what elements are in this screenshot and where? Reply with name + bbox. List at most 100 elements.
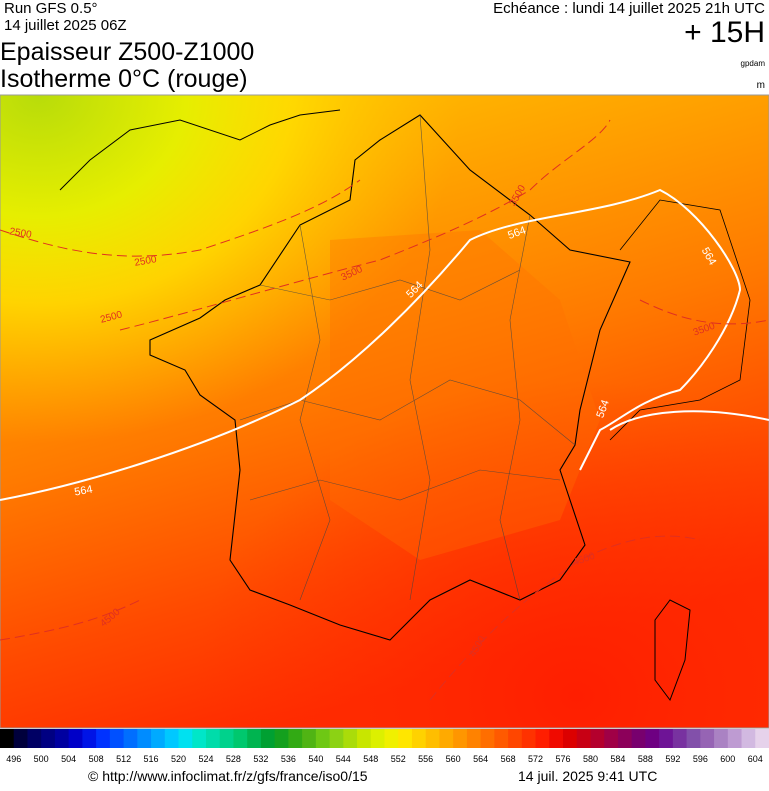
colorbar-swatch (288, 729, 303, 748)
colorbar-swatch (700, 729, 715, 748)
colorbar-swatch (357, 729, 372, 748)
colorbar-swatch (137, 729, 152, 748)
colorbar-swatch (549, 729, 564, 748)
colorbar-swatch (205, 729, 221, 748)
colorbar-swatch (494, 729, 509, 748)
colorbar-swatch (686, 729, 701, 748)
colorbar-label: 600 (720, 754, 735, 764)
colorbar-label: 524 (198, 754, 213, 764)
colorbar-swatch (590, 729, 605, 748)
colorbar-swatch (109, 729, 125, 748)
colorbar-swatch (302, 729, 317, 748)
colorbar-swatch (439, 729, 454, 748)
colorbar-label: 508 (89, 754, 104, 764)
colorbar-swatch (741, 729, 756, 748)
colorbar-swatch (178, 729, 193, 748)
colorbar-label: 512 (116, 754, 131, 764)
thickness-contour (0, 188, 742, 501)
colorbar-swatch (521, 729, 537, 748)
colorbar-label: 556 (418, 754, 433, 764)
colorbar-label: 604 (748, 754, 763, 764)
unit-iso0: m (757, 80, 765, 91)
colorbar-label: 516 (144, 754, 159, 764)
colorbar-swatch (727, 729, 743, 748)
colorbar-label: 568 (501, 754, 516, 764)
region-borders (239, 114, 576, 601)
title-line-2: Isotherme 0°C (rouge) (0, 65, 248, 93)
colorbar-swatch (563, 729, 578, 748)
colorbar-swatch (480, 729, 495, 748)
france-outline (149, 114, 631, 641)
colorbar-label: 596 (693, 754, 708, 764)
colorbar-swatch (714, 729, 729, 748)
colorbar-swatch (68, 729, 83, 748)
colorbar-label: 532 (253, 754, 268, 764)
iso0-contours (0, 119, 769, 701)
thickness-label: 564 (73, 484, 93, 499)
colorbar-swatch (604, 729, 619, 748)
colorbar-swatch (411, 729, 427, 748)
iso0-label: 2500 (134, 254, 158, 269)
colorbar-swatch (260, 729, 276, 748)
colorbar-swatch (54, 729, 70, 748)
colorbar-label: 576 (556, 754, 571, 764)
colorbar-label: 536 (281, 754, 296, 764)
colorbar-swatch (384, 729, 399, 748)
colorbar-label: 592 (665, 754, 680, 764)
colorbar-swatch (343, 729, 358, 748)
colorbar-label: 540 (308, 754, 323, 764)
colorbar-label: 552 (391, 754, 406, 764)
colorbar-label: 528 (226, 754, 241, 764)
colorbar-swatch (576, 729, 591, 748)
colorbar-swatch (13, 729, 28, 748)
colorbar-swatch (274, 729, 289, 748)
colorbar-swatch (672, 729, 688, 748)
colorbar-label: 580 (583, 754, 598, 764)
colorbar-swatch (27, 729, 42, 748)
colorbar-swatch (466, 729, 482, 748)
colorbar-swatch (233, 729, 248, 748)
colorbar: 496 500 504 508 512 516 520 524 528 532 536 540 544 5… (0, 729, 769, 764)
unit-thickness: gpdam (741, 59, 766, 68)
header: Run GFS 0.5° 14 juillet 2025 06Z Echéanc… (0, 0, 765, 93)
colorbar-swatch (329, 729, 344, 748)
generated-time: 14 juil. 2025 9:41 UTC (518, 768, 657, 784)
lead-time: + 15H (684, 16, 765, 49)
colorbar-swatch (82, 729, 97, 748)
title-line-1: Epaisseur Z500-Z1000 (0, 38, 254, 66)
run-label: Run GFS 0.5° (4, 0, 98, 17)
colorbar-swatch (96, 729, 111, 748)
iso0-label: 2500 (9, 226, 33, 241)
map-area (0, 94, 769, 729)
colorbar-swatch (508, 729, 523, 748)
colorbar-label: 496 (6, 754, 21, 764)
colorbar-label: 500 (34, 754, 49, 764)
colorbar-swatch (192, 729, 207, 748)
thickness-label: 564 (594, 398, 612, 419)
colorbar-swatch (631, 729, 646, 748)
colorbar-swatch (164, 729, 180, 748)
colorbar-label: 588 (638, 754, 653, 764)
thickness-label: 564 (506, 224, 527, 242)
colorbar-swatch (41, 729, 56, 748)
run-date: 14 juillet 2025 06Z (4, 17, 127, 34)
colorbar-label: 572 (528, 754, 543, 764)
colorbar-label: 504 (61, 754, 76, 764)
colorbar-swatch (425, 729, 440, 748)
colorbar-label: 584 (610, 754, 625, 764)
colorbar-swatch (453, 729, 468, 748)
uk-coast (59, 109, 341, 191)
thickness-contour (609, 410, 769, 431)
valid-time: Echéance : lundi 14 juillet 2025 21h UTC (493, 0, 765, 17)
colorbar-swatch (370, 729, 385, 748)
colorbar-label: 564 (473, 754, 488, 764)
colorbar-swatch (659, 729, 674, 748)
footer: © http://www.infoclimat.fr/z/gfs/france/… (88, 768, 657, 784)
colorbar-swatch (0, 729, 15, 748)
colorbar-swatch (123, 729, 138, 748)
colorbar-label: 548 (363, 754, 378, 764)
colorbar-swatch (315, 729, 331, 748)
colorbar-swatch (398, 729, 413, 748)
